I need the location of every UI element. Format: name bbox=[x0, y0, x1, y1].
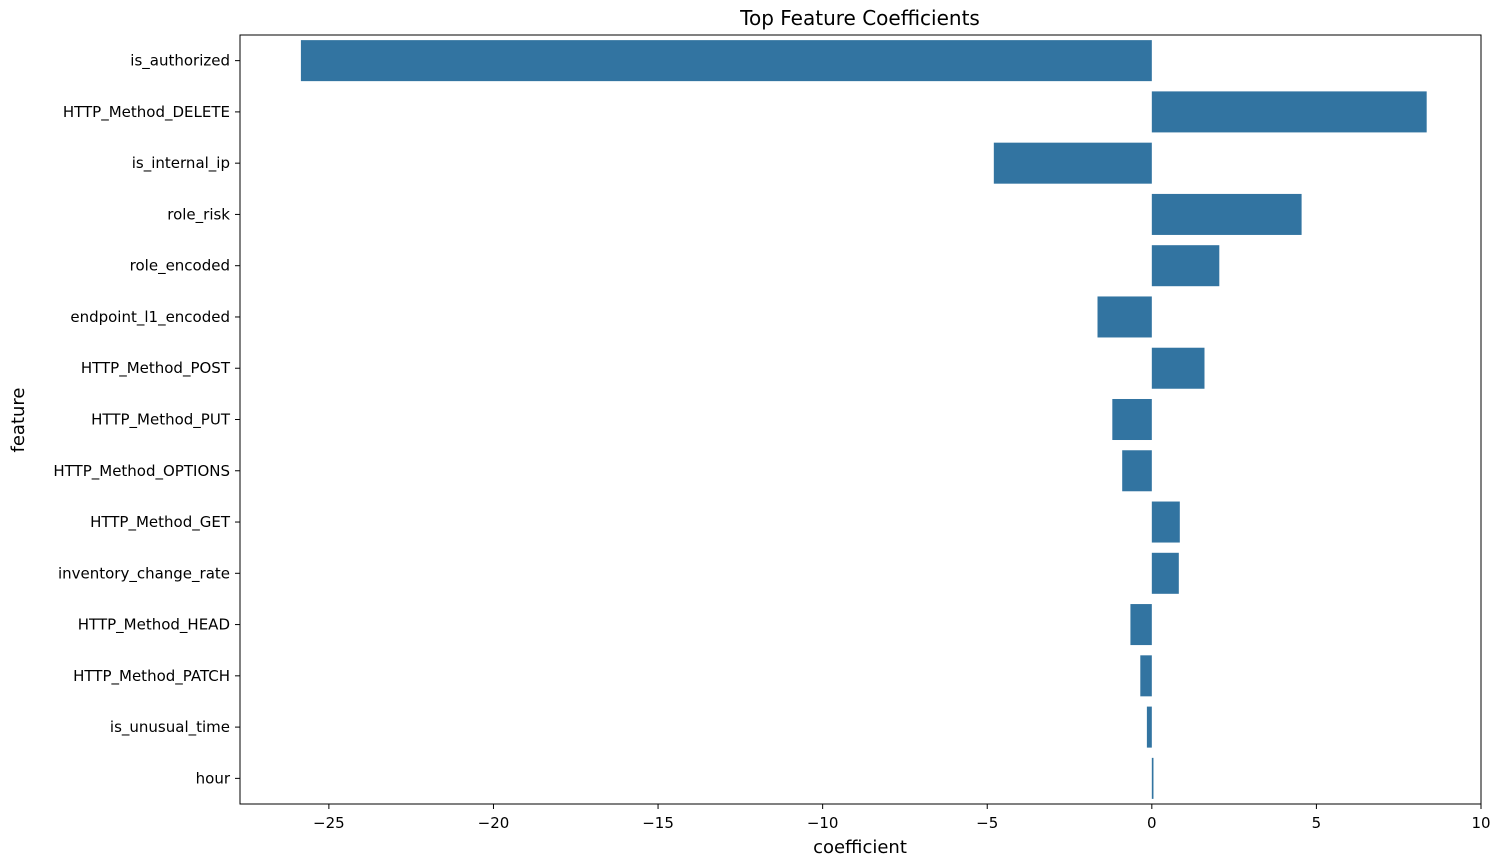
x-tick-label: 10 bbox=[1471, 814, 1490, 832]
bar-endpoint_l1_encoded bbox=[1097, 296, 1152, 338]
y-tick-label: role_risk bbox=[167, 205, 230, 224]
x-tick-label: 5 bbox=[1312, 814, 1322, 832]
bar-role_encoded bbox=[1151, 245, 1220, 287]
bar-HTTP_Method_DELETE bbox=[1151, 91, 1427, 133]
y-tick-label: is_authorized bbox=[130, 52, 230, 71]
x-tick-label: −25 bbox=[313, 814, 345, 832]
x-tick-label: −20 bbox=[478, 814, 510, 832]
y-tick-label: HTTP_Method_PUT bbox=[91, 411, 231, 430]
bar-is_unusual_time bbox=[1146, 706, 1152, 748]
y-axis-title: feature bbox=[8, 388, 29, 453]
x-axis-ticks: −25 −20 −15 −10 −5 0 5 10 bbox=[313, 804, 1491, 832]
x-tick-label: 0 bbox=[1147, 814, 1157, 832]
x-tick-label: −15 bbox=[642, 814, 674, 832]
y-tick-label: endpoint_l1_encoded bbox=[70, 308, 230, 327]
bar-is_internal_ip bbox=[993, 142, 1152, 184]
y-tick-label: inventory_change_rate bbox=[58, 564, 230, 583]
y-tick-label: HTTP_Method_POST bbox=[81, 359, 231, 378]
y-tick-label: HTTP_Method_OPTIONS bbox=[53, 462, 230, 481]
x-tick-label: −10 bbox=[807, 814, 839, 832]
bar-role_risk bbox=[1151, 193, 1302, 235]
plot-frame bbox=[239, 34, 1482, 805]
y-tick-label: hour bbox=[196, 769, 231, 787]
x-axis-title: coefficient bbox=[813, 837, 907, 858]
x-tick-label: −5 bbox=[976, 814, 998, 832]
y-tick-label: HTTP_Method_HEAD bbox=[78, 616, 230, 635]
bar-is_authorized bbox=[300, 40, 1152, 82]
bar-HTTP_Method_OPTIONS bbox=[1122, 450, 1152, 492]
bars-group bbox=[300, 40, 1427, 799]
bar-hour bbox=[1151, 757, 1154, 799]
bar-HTTP_Method_PUT bbox=[1112, 398, 1152, 441]
y-tick-label: is_internal_ip bbox=[132, 154, 230, 173]
bar-HTTP_Method_POST bbox=[1151, 347, 1205, 389]
y-axis-ticks: is_authorized HTTP_Method_DELETE is_intern… bbox=[53, 52, 240, 787]
chart-title: Top Feature Coefficients bbox=[739, 6, 980, 30]
y-tick-label: HTTP_Method_DELETE bbox=[63, 103, 230, 122]
y-tick-label: HTTP_Method_PATCH bbox=[73, 667, 230, 686]
y-tick-label: role_encoded bbox=[130, 257, 230, 276]
bar-HTTP_Method_GET bbox=[1151, 501, 1180, 543]
bar-inventory_change_rate bbox=[1151, 552, 1179, 594]
y-tick-label: HTTP_Method_GET bbox=[90, 513, 231, 532]
bar-HTTP_Method_PATCH bbox=[1140, 655, 1152, 697]
y-tick-label: is_unusual_time bbox=[110, 718, 230, 737]
bar-HTTP_Method_HEAD bbox=[1130, 604, 1152, 646]
